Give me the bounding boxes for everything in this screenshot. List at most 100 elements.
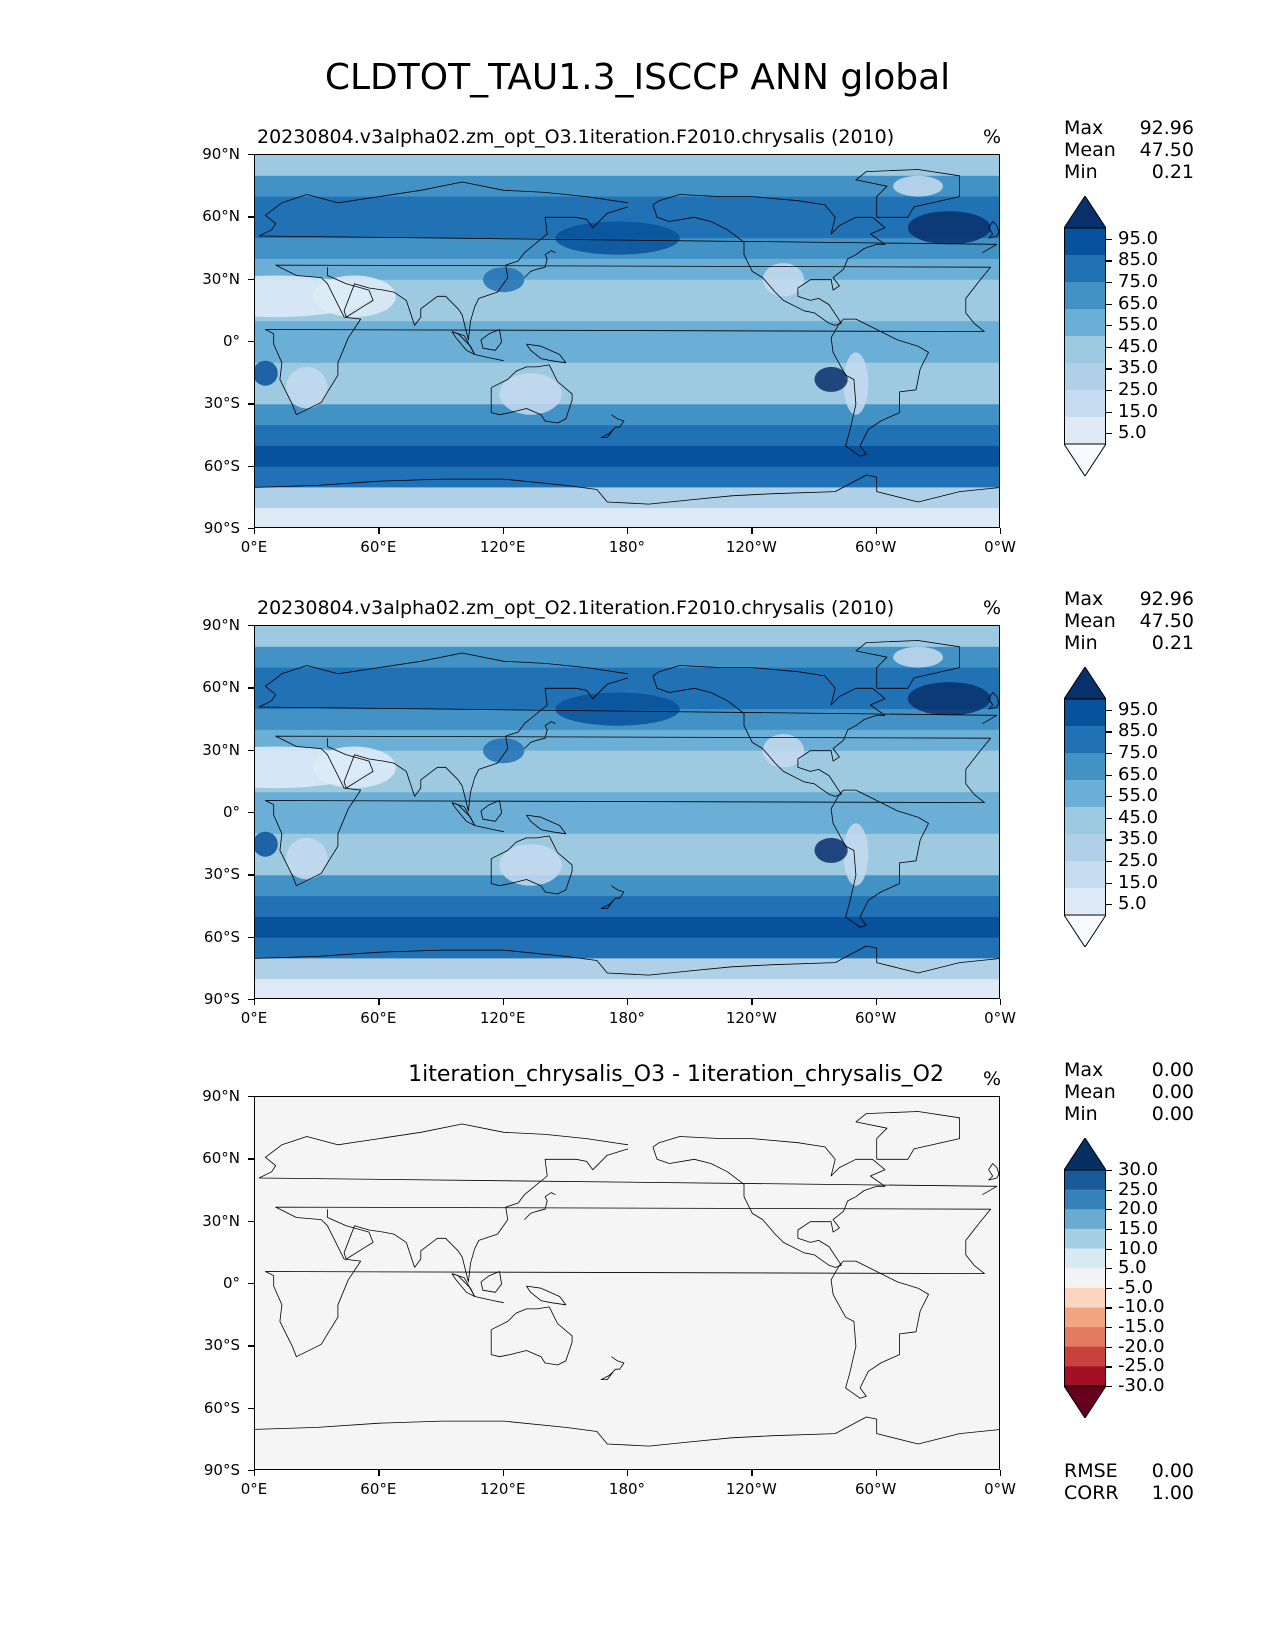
coastline-borneo: [480, 329, 502, 351]
colorbar-tick-label: 85.0: [1118, 720, 1159, 742]
coastline-australia: [490, 364, 573, 424]
colorbar-tick-mark: [1106, 303, 1112, 305]
colorbar-tick-mark: [1106, 861, 1112, 863]
x-tick-label: 120°E: [479, 1009, 526, 1027]
x-tick-label: 0°W: [984, 538, 1016, 556]
cloud-anomaly-region: [483, 267, 525, 293]
x-tick-label: 60°W: [854, 538, 897, 556]
stat-value: 0.00: [1151, 1103, 1194, 1125]
stat-row: Min 0.00: [1064, 1103, 1194, 1125]
colorbar: [1063, 666, 1107, 948]
colorbar-tick-mark: [1106, 1248, 1112, 1250]
cloud-anomaly-region: [843, 352, 869, 415]
stat-label: Max: [1064, 117, 1104, 139]
coastline-greenland: [855, 640, 960, 689]
colorbar-tick-label: 20.0: [1118, 1198, 1159, 1220]
y-tick-mark: [248, 936, 254, 938]
stat-label: Min: [1064, 1103, 1098, 1125]
y-tick-label: 0°: [222, 803, 240, 821]
coastline-northamerica: [652, 1136, 886, 1268]
x-tick-mark: [254, 999, 256, 1005]
x-tick-label: 120°E: [479, 538, 526, 556]
cloud-band: [255, 813, 999, 835]
metric-row: RMSE 0.00: [1064, 1460, 1194, 1482]
colorbar-tick-label: 5.0: [1118, 893, 1147, 915]
x-tick-mark: [254, 528, 256, 534]
colorbar-segment: [1064, 1209, 1106, 1230]
stat-label: Max: [1064, 1059, 1104, 1081]
colorbar-tick-label: -25.0: [1118, 1355, 1165, 1377]
stat-row: Min 0.21: [1064, 632, 1194, 654]
colorbar-segment: [1064, 309, 1106, 337]
cloud-band: [255, 833, 999, 856]
cloud-anomaly-region: [255, 360, 278, 386]
x-tick-label: 60°E: [360, 538, 397, 556]
coastline-europe: [258, 1123, 998, 1196]
coastline-europe: [258, 181, 998, 254]
stat-row: Mean 47.50: [1064, 610, 1194, 632]
colorbar-segment: [1064, 1268, 1106, 1289]
y-tick-label: 90°N: [202, 616, 240, 634]
coastline-britain: [988, 221, 999, 239]
colorbar-tick-mark: [1106, 796, 1112, 798]
cloud-band: [255, 279, 999, 302]
stat-label: Max: [1064, 588, 1104, 610]
cloud-anomaly-region: [555, 221, 680, 255]
y-tick-label: 90°S: [203, 990, 240, 1008]
y-tick-mark: [248, 154, 254, 156]
colorbar-segment: [1064, 255, 1106, 283]
unit-label: %: [983, 597, 1002, 619]
colorbar-tick-mark: [1106, 904, 1112, 906]
cloud-anomaly-region: [814, 366, 848, 392]
colorbar-tick-mark: [1106, 839, 1112, 841]
cloud-anomaly-region: [313, 275, 396, 318]
y-tick-label: 90°N: [202, 145, 240, 163]
coastline-nz: [600, 885, 625, 909]
unit-label: %: [983, 126, 1002, 148]
x-tick-label: 0°W: [984, 1480, 1016, 1498]
cloud-band: [255, 792, 999, 814]
colorbar-tick-mark: [1106, 817, 1112, 819]
x-tick-label: 180°: [608, 1480, 646, 1498]
y-tick-mark: [248, 1283, 254, 1285]
cloud-band: [255, 646, 999, 669]
coastline-northamerica: [652, 194, 886, 326]
y-tick-mark: [248, 874, 254, 876]
stat-label: Mean: [1064, 139, 1116, 161]
x-tick-label: 60°E: [360, 1480, 397, 1498]
panel-title: 20230804.v3alpha02.zm_opt_O3.1iteration.…: [257, 126, 895, 148]
colorbar-segment: [1064, 1366, 1106, 1387]
cloud-anomaly-region: [907, 682, 991, 716]
coastline-newguinea: [526, 343, 567, 364]
colorbar-segment: [1064, 228, 1106, 256]
y-tick-label: 30°S: [203, 394, 240, 413]
stat-row: Max 0.00: [1064, 1059, 1194, 1081]
colorbar-segment: [1064, 834, 1106, 862]
x-tick-label: 0°E: [240, 1480, 268, 1498]
stat-value: 0.00: [1151, 1059, 1194, 1081]
x-tick-mark: [378, 999, 380, 1005]
y-tick-label: 0°: [222, 332, 240, 350]
coastline-asia: [327, 206, 629, 341]
x-tick-label: 120°W: [725, 538, 777, 556]
x-tick-label: 120°W: [725, 1009, 777, 1027]
cloud-anomaly-region: [893, 175, 943, 197]
colorbar-segment: [1064, 390, 1106, 418]
y-tick-mark: [248, 528, 254, 530]
y-tick-mark: [248, 999, 254, 1001]
cloud-band: [255, 854, 999, 876]
stat-label: Mean: [1064, 1081, 1116, 1103]
y-tick-label: 60°N: [202, 207, 240, 226]
map-plot: [254, 154, 1000, 528]
x-tick-mark: [1000, 1470, 1002, 1476]
cloud-band: [255, 466, 999, 489]
cloud-band: [255, 425, 999, 447]
y-tick-mark: [248, 812, 254, 814]
metric-label: RMSE: [1064, 1460, 1118, 1482]
cloud-band: [255, 321, 999, 343]
colorbar-tick-label: 15.0: [1118, 1217, 1159, 1239]
colorbar-tick-label: 45.0: [1118, 806, 1159, 828]
x-tick-mark: [751, 1470, 753, 1476]
y-tick-mark: [248, 1096, 254, 1098]
x-tick-mark: [751, 999, 753, 1005]
